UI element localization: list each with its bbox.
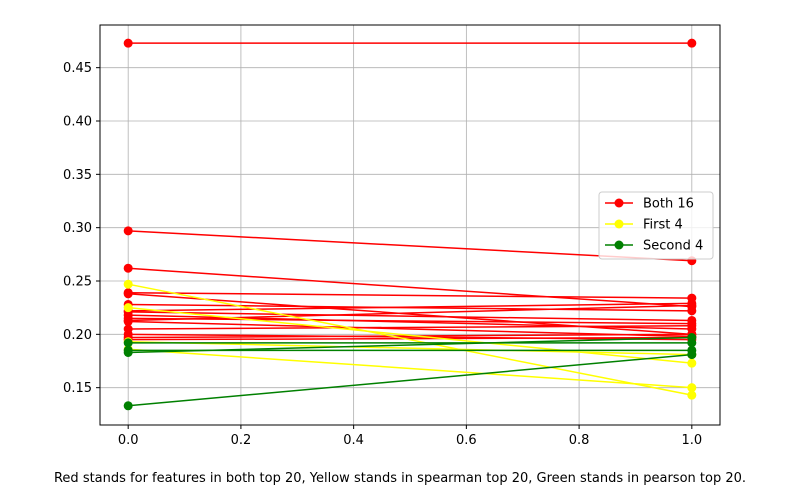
line-segment: [128, 341, 692, 356]
data-point: [123, 401, 133, 411]
line-chart: 0.0 0.2 0.4 0.6 0.8 1.0 0.150.200.250.300.350…: [63, 24, 721, 448]
line-segment: [128, 304, 692, 322]
data-point: [123, 317, 133, 327]
legend-box: [598, 191, 714, 260]
data-point: [123, 38, 133, 48]
series-line-both-16: [123, 321, 697, 334]
legend-marker: [614, 219, 624, 229]
data-point: [687, 333, 697, 343]
legend-label: Second 4: [643, 239, 703, 254]
legend-marker: [614, 198, 624, 208]
x-axis: 0.0 0.2 0.4 0.6 0.8 1.0: [118, 425, 702, 448]
line-segment: [128, 302, 692, 312]
line-segment: [128, 348, 692, 389]
series-line-first-4: [123, 344, 697, 393]
line-segment: [128, 293, 692, 336]
x-tick-label: 0.8: [569, 433, 590, 448]
legend-label: Both 16: [643, 197, 694, 212]
line-segment: [128, 336, 692, 341]
data-point: [123, 303, 133, 313]
line-segment: [128, 311, 692, 322]
data-point: [123, 338, 133, 348]
y-tick-label: 0.20: [63, 328, 92, 343]
data-point: [123, 263, 133, 273]
series-layer: [123, 38, 697, 411]
y-tick-label: 0.45: [63, 61, 92, 76]
line-segment: [128, 336, 692, 354]
y-tick-label: 0.35: [63, 168, 92, 183]
x-tick-label: 0.2: [231, 433, 252, 448]
x-tick-label: 0.0: [118, 433, 139, 448]
figure-caption: Red stands for features in both top 20, …: [53, 471, 746, 486]
line-segment: [128, 291, 692, 299]
series-line-second-4: [123, 350, 697, 411]
line-segment: [128, 325, 692, 330]
legend-label: First 4: [643, 218, 683, 233]
y-tick-label: 0.25: [63, 275, 92, 290]
data-point: [123, 226, 133, 236]
data-point: [687, 321, 697, 331]
data-point: [123, 289, 133, 299]
series-line-second-4: [123, 333, 697, 357]
y-tick-label: 0.15: [63, 381, 92, 396]
data-point: [687, 390, 697, 400]
line-segment: [128, 230, 692, 262]
series-line-first-4: [123, 279, 697, 400]
data-point: [687, 383, 697, 393]
series-line-first-4: [123, 303, 697, 368]
y-tick-label: 0.40: [63, 115, 92, 130]
axes-frame: [99, 24, 721, 426]
x-tick-label: 0.4: [343, 433, 364, 448]
data-point: [687, 301, 697, 311]
data-point: [123, 279, 133, 289]
line-segment: [128, 306, 692, 364]
legend-entry: Both 16: [605, 197, 694, 212]
line-segment: [128, 267, 692, 308]
line-segment: [128, 333, 692, 341]
series-line-both-16: [123, 38, 697, 48]
line-segment: [128, 353, 692, 407]
data-point: [123, 347, 133, 357]
y-axis: 0.15 0.20 0.25 0.30 0.35 0.40 0.45: [63, 61, 100, 396]
data-point: [687, 38, 697, 48]
y-tick-label: 0.30: [63, 221, 92, 236]
legend-marker: [614, 240, 624, 250]
x-tick-label: 1.0: [681, 433, 702, 448]
line-segment: [128, 320, 692, 338]
line-segment: [128, 317, 692, 325]
legend: Both 16 First 4 Second 4: [598, 191, 714, 260]
data-point: [687, 350, 697, 360]
line-segment: [128, 283, 692, 396]
legend-entry: First 4: [605, 218, 683, 233]
data-point: [687, 358, 697, 368]
legend-entry: Second 4: [605, 239, 703, 254]
x-tick-label: 0.6: [456, 433, 477, 448]
